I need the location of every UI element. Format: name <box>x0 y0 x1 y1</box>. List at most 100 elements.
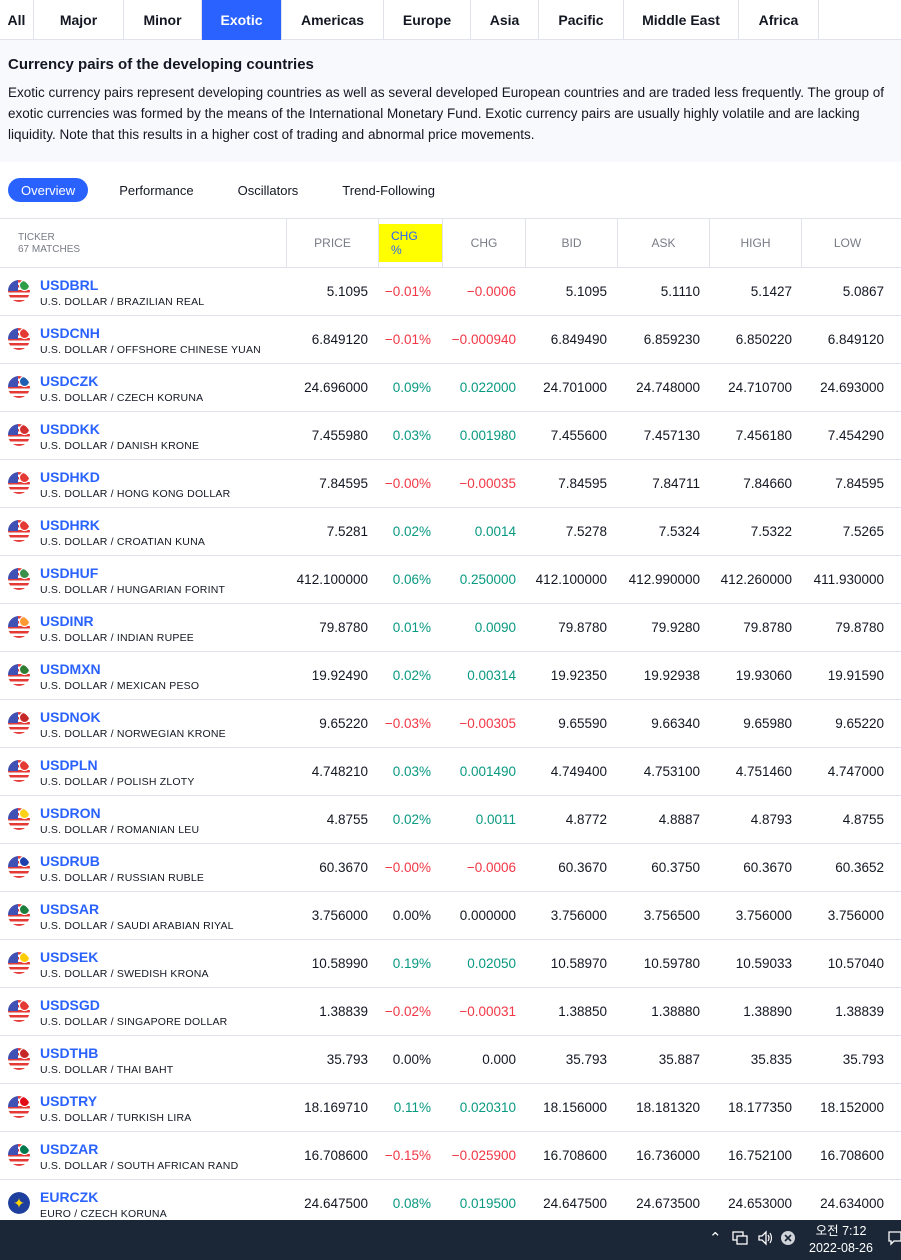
table-row[interactable]: USDHRK U.S. DOLLAR / CROATIAN KUNA 7.5281 0… <box>0 508 901 556</box>
table-row[interactable]: USDSEK U.S. DOLLAR / SWEDISH KRONA 10.5899… <box>0 940 901 988</box>
tab-middle-east[interactable]: Middle East <box>624 0 739 40</box>
country-flag-icon <box>19 472 30 483</box>
volume-icon[interactable] <box>757 1230 774 1250</box>
ticker-symbol-link[interactable]: USDDKK <box>40 421 100 437</box>
table-row[interactable]: USDSAR U.S. DOLLAR / SAUDI ARABIAN RIYAL 3… <box>0 892 901 940</box>
column-header-chg-pct[interactable]: CHG % <box>378 219 442 267</box>
ticker-symbol-link[interactable]: USDRUB <box>40 853 100 869</box>
table-row[interactable]: USDCNH U.S. DOLLAR / OFFSHORE CHINESE YUA… <box>0 316 901 364</box>
ticker-symbol-link[interactable]: USDTRY <box>40 1093 98 1109</box>
ticker-symbol-link[interactable]: USDNOK <box>40 709 101 725</box>
ticker-symbol-link[interactable]: USDZAR <box>40 1141 99 1157</box>
cell-bid: 24.701000 <box>543 380 607 395</box>
currency-flag-icon <box>8 280 30 302</box>
cell-high: 7.84660 <box>743 476 792 491</box>
table-header: TICKER 67 MATCHES PRICE CHG % CHG BID AS… <box>0 218 901 268</box>
cell-low: 60.3652 <box>835 860 884 875</box>
quotes-table-body: USDBRL U.S. DOLLAR / BRAZILIAN REAL 5.1095… <box>0 268 901 1228</box>
ticker-symbol-link[interactable]: USDSGD <box>40 997 100 1013</box>
cell-chg-pct: −0.02% <box>384 1004 431 1019</box>
table-row[interactable]: USDTHB U.S. DOLLAR / THAI BAHT 35.793 0.00%… <box>0 1036 901 1084</box>
table-row[interactable]: USDPLN U.S. DOLLAR / POLISH ZLOTY 4.748210… <box>0 748 901 796</box>
ticker-column-header[interactable]: TICKER 67 MATCHES <box>18 232 80 256</box>
cell-ask: 24.748000 <box>636 380 700 395</box>
column-header-low[interactable]: LOW <box>801 219 893 267</box>
notification-off-icon[interactable] <box>780 1230 796 1250</box>
column-header-high[interactable]: HIGH <box>709 219 801 267</box>
ticker-symbol-link[interactable]: USDCZK <box>40 373 99 389</box>
cell-ask: 19.92938 <box>643 668 700 683</box>
column-header-price[interactable]: PRICE <box>286 219 378 267</box>
tab-minor[interactable]: Minor <box>124 0 202 40</box>
currency-flag-icon <box>8 568 30 590</box>
ticker-symbol-link[interactable]: USDHKD <box>40 469 100 485</box>
cell-chg-pct: 0.19% <box>392 956 431 971</box>
table-row[interactable]: USDHUF U.S. DOLLAR / HUNGARIAN FORINT 412.… <box>0 556 901 604</box>
cell-price: 412.100000 <box>296 572 368 587</box>
ticker-symbol-link[interactable]: USDRON <box>40 805 101 821</box>
subtab-overview[interactable]: Overview <box>8 178 89 202</box>
tab-asia[interactable]: Asia <box>471 0 539 40</box>
tab-africa[interactable]: Africa <box>739 0 819 40</box>
subtab-performance[interactable]: Performance <box>119 182 194 198</box>
column-header-bid[interactable]: BID <box>525 219 617 267</box>
ticker-description: U.S. DOLLAR / HONG KONG DOLLAR <box>40 488 231 500</box>
country-flag-icon <box>19 808 30 819</box>
chg-pct-header-label: CHG % <box>379 224 442 262</box>
table-row[interactable]: USDTRY U.S. DOLLAR / TURKISH LIRA 18.16971… <box>0 1084 901 1132</box>
subtab-oscillators[interactable]: Oscillators <box>237 182 299 198</box>
table-row[interactable]: USDBRL U.S. DOLLAR / BRAZILIAN REAL 5.1095… <box>0 268 901 316</box>
view-subtabs: Overview Performance Oscillators Trend-F… <box>0 162 901 218</box>
table-row[interactable]: USDDKK U.S. DOLLAR / DANISH KRONE 7.455980… <box>0 412 901 460</box>
action-center-icon[interactable] <box>888 1230 901 1250</box>
network-icon[interactable] <box>732 1230 749 1250</box>
cell-chg-pct: −0.03% <box>384 716 431 731</box>
cell-bid: 35.793 <box>565 1052 607 1067</box>
cell-bid: 9.65590 <box>558 716 607 731</box>
cell-ask: 79.9280 <box>651 620 700 635</box>
table-row[interactable]: USDRON U.S. DOLLAR / ROMANIAN LEU 4.8755 0.… <box>0 796 901 844</box>
cell-chg: 0.0011 <box>475 812 516 827</box>
ticker-symbol-link[interactable]: USDTHB <box>40 1045 99 1061</box>
ticker-symbol-link[interactable]: EURCZK <box>40 1189 99 1205</box>
ticker-symbol-link[interactable]: USDCNH <box>40 325 100 341</box>
tab-major[interactable]: Major <box>34 0 124 40</box>
tab-americas[interactable]: Americas <box>282 0 384 40</box>
table-row[interactable]: USDSGD U.S. DOLLAR / SINGAPORE DOLLAR 1.38… <box>0 988 901 1036</box>
ticker-symbol-link[interactable]: USDHUF <box>40 565 99 581</box>
ticker-description: U.S. DOLLAR / INDIAN RUPEE <box>40 632 194 644</box>
cell-chg: 0.000000 <box>459 908 516 923</box>
currency-flag-icon <box>8 904 30 926</box>
ticker-symbol-link[interactable]: USDBRL <box>40 277 99 293</box>
column-header-chg[interactable]: CHG <box>442 219 525 267</box>
ticker-symbol-link[interactable]: USDPLN <box>40 757 98 773</box>
clock[interactable]: 오전 7:12 2022-08-26 <box>806 1223 876 1257</box>
table-row[interactable]: USDHKD U.S. DOLLAR / HONG KONG DOLLAR 7.84… <box>0 460 901 508</box>
cell-chg: −0.00035 <box>459 476 516 491</box>
tab-exotic[interactable]: Exotic <box>202 0 282 40</box>
chevron-up-icon[interactable]: ⌃ <box>709 1230 722 1247</box>
column-header-ask[interactable]: ASK <box>617 219 709 267</box>
ticker-symbol-link[interactable]: USDSAR <box>40 901 100 917</box>
table-row[interactable]: USDNOK U.S. DOLLAR / NORWEGIAN KRONE 9.652… <box>0 700 901 748</box>
cell-chg: 0.0090 <box>474 620 516 635</box>
cell-bid: 7.84595 <box>558 476 607 491</box>
ticker-symbol-link[interactable]: USDSEK <box>40 949 99 965</box>
tab-europe[interactable]: Europe <box>384 0 471 40</box>
cell-high: 7.5322 <box>750 524 792 539</box>
tab-pacific[interactable]: Pacific <box>539 0 624 40</box>
ticker-symbol-link[interactable]: USDINR <box>40 613 94 629</box>
table-row[interactable]: USDRUB U.S. DOLLAR / RUSSIAN RUBLE 60.3670… <box>0 844 901 892</box>
table-row[interactable]: USDMXN U.S. DOLLAR / MEXICAN PESO 19.92490… <box>0 652 901 700</box>
table-row[interactable]: USDINR U.S. DOLLAR / INDIAN RUPEE 79.8780 0… <box>0 604 901 652</box>
ticker-symbol-link[interactable]: USDMXN <box>40 661 101 677</box>
table-row[interactable]: USDCZK U.S. DOLLAR / CZECH KORUNA 24.69600… <box>0 364 901 412</box>
cell-ask: 5.1110 <box>660 284 700 299</box>
subtab-trend-following[interactable]: Trend-Following <box>342 182 436 198</box>
cell-chg-pct: 0.02% <box>392 524 431 539</box>
table-row[interactable]: USDZAR U.S. DOLLAR / SOUTH AFRICAN RAND 16… <box>0 1132 901 1180</box>
ticker-header-label: TICKER <box>18 232 55 243</box>
cell-price: 4.748210 <box>311 764 368 779</box>
tab-all[interactable]: All <box>0 0 34 40</box>
ticker-symbol-link[interactable]: USDHRK <box>40 517 100 533</box>
